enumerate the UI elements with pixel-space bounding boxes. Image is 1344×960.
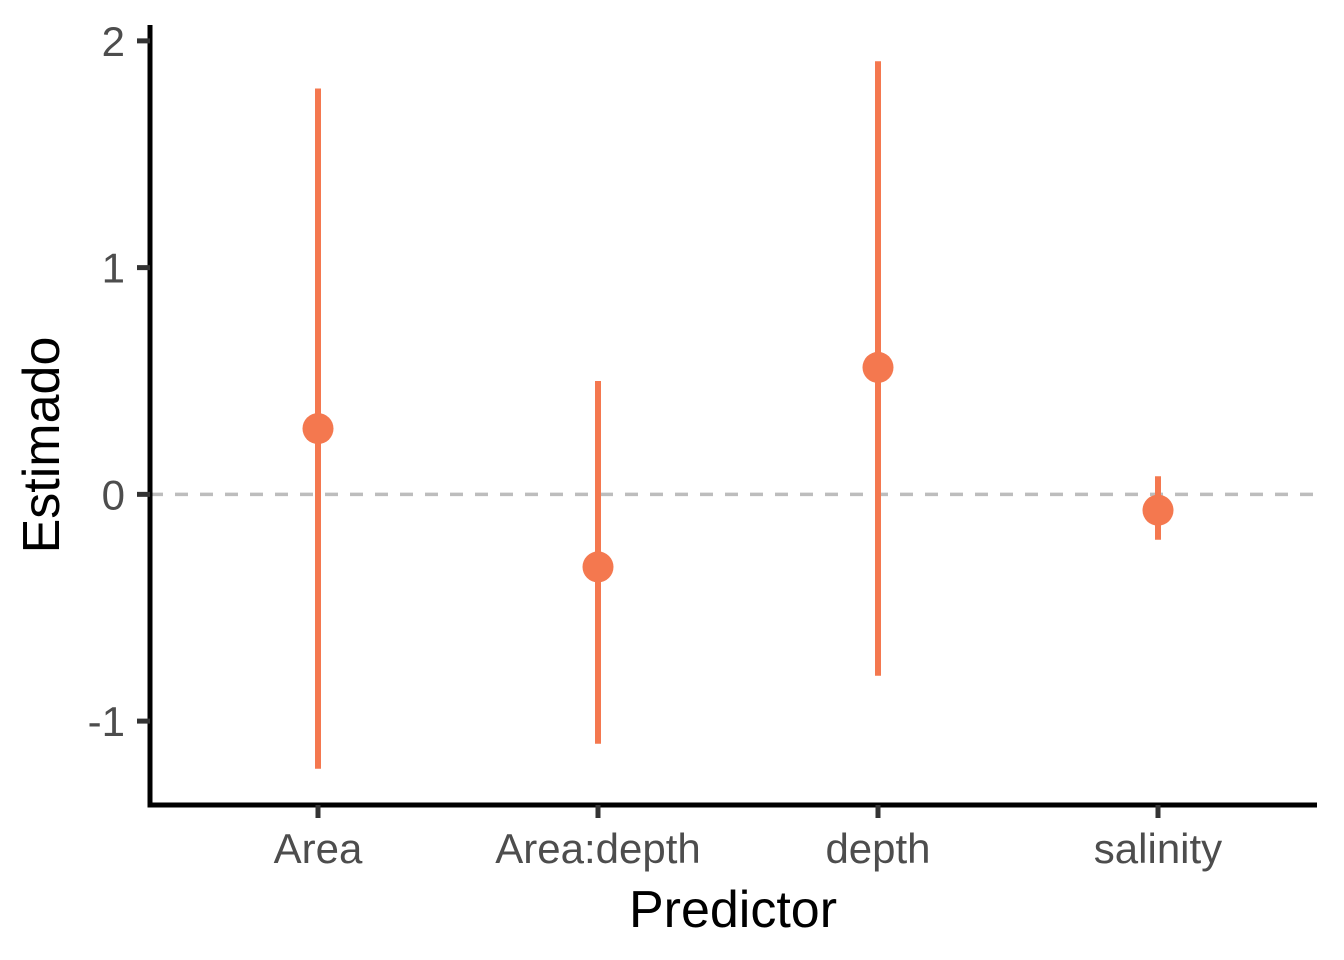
x-tick-label-area: Area bbox=[274, 825, 363, 872]
y-axis-title: Estimado bbox=[13, 336, 71, 554]
x-tick-label-depth: depth bbox=[825, 825, 930, 872]
estimate-point-salinity bbox=[1142, 494, 1174, 526]
y-tick-label: -1 bbox=[88, 698, 125, 745]
y-tick-label: 0 bbox=[102, 471, 125, 518]
y-tick-label: 2 bbox=[102, 18, 125, 65]
estimate-point-area-depth bbox=[582, 551, 614, 583]
x-tick-label-area-depth: Area:depth bbox=[495, 825, 701, 872]
x-axis-title: Predictor bbox=[628, 881, 838, 939]
x-tick-label-salinity: salinity bbox=[1094, 825, 1222, 872]
estimate-point-depth bbox=[862, 351, 894, 383]
y-tick-label: 1 bbox=[102, 245, 125, 292]
estimate-point-area bbox=[302, 413, 334, 445]
